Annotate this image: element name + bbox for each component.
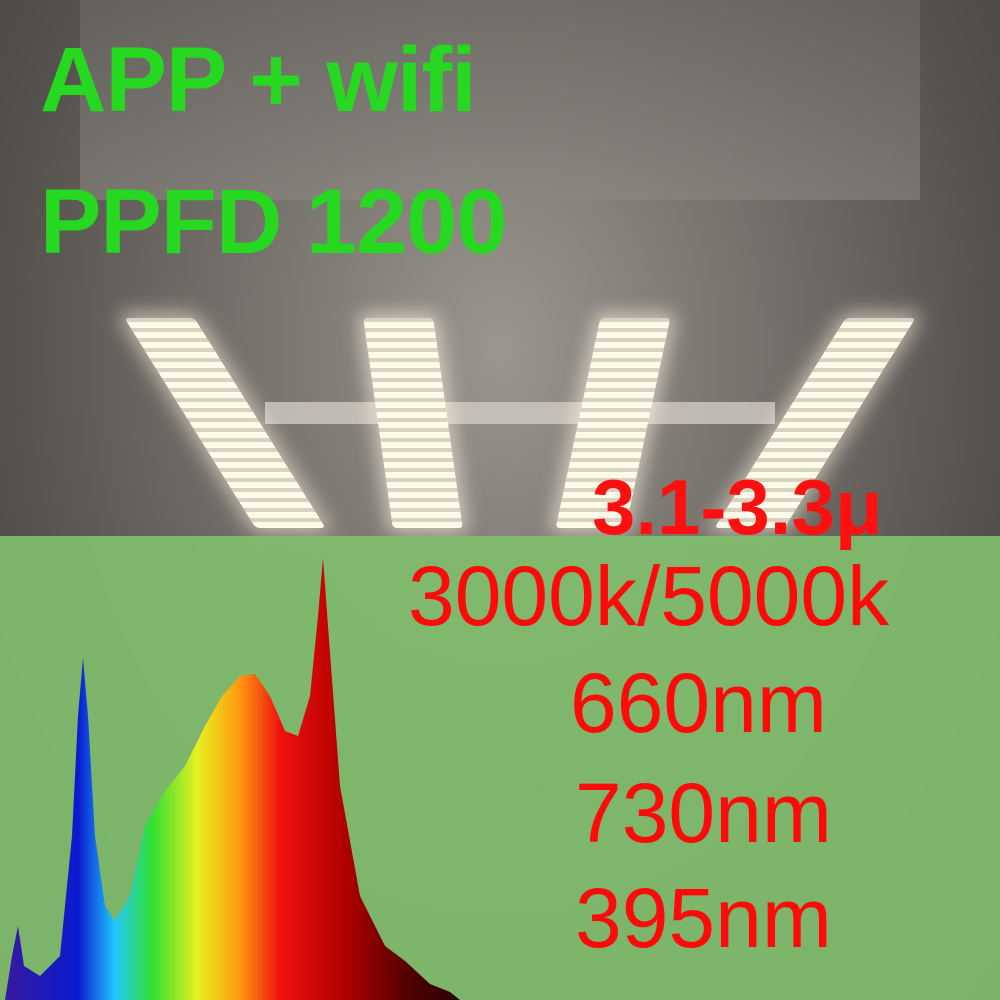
led-bar	[363, 318, 463, 528]
headline-ppfd: PPFD 1200	[40, 171, 508, 273]
spec-730nm: 730nm	[575, 766, 832, 860]
light-crossbar	[265, 402, 775, 424]
spec-660nm: 660nm	[570, 656, 827, 750]
efficacy-label: 3.1-3.3μ	[592, 463, 883, 551]
light-spectrum-graphic	[5, 558, 460, 1000]
spec-color-temperature: 3000k/5000k	[408, 549, 890, 643]
spectrum-curve	[5, 558, 460, 1000]
headline-app-wifi: APP + wifi	[40, 29, 477, 131]
tent-ceiling	[80, 0, 920, 200]
spec-395nm: 395nm	[575, 871, 832, 965]
